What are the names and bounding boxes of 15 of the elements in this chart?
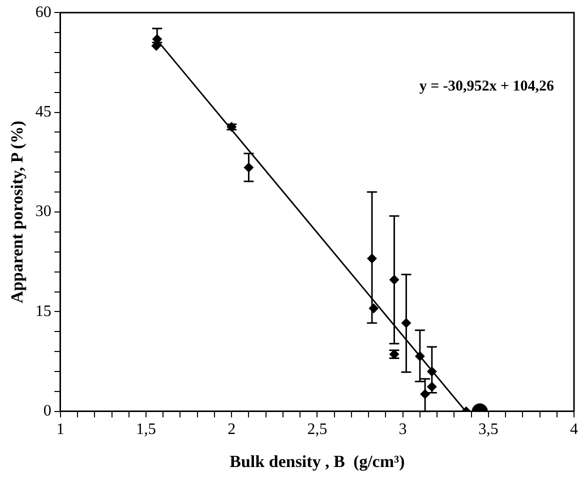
- x-tick-label: 1: [56, 421, 64, 438]
- y-axis-title: Apparent porosity, P (%): [8, 120, 27, 304]
- x-tick-label: 2: [228, 421, 236, 438]
- x-axis-title: Bulk density , B (g/cm³): [230, 452, 405, 472]
- x-tick-label: 3: [398, 421, 407, 438]
- y-tick-label: 45: [35, 104, 52, 121]
- annotation: y = -30,952x + 104,26: [419, 78, 554, 94]
- x-tick-label: 3,5: [478, 421, 498, 438]
- x-tick-label: 2,5: [307, 421, 328, 438]
- y-tick-label: 60: [35, 4, 52, 21]
- x-tick-label: 4: [570, 421, 578, 438]
- y-tick-label: 30: [35, 203, 52, 220]
- x-tick-label: 1,5: [136, 421, 156, 438]
- y-tick-label: 0: [43, 402, 52, 420]
- y-tick-label: 15: [35, 302, 52, 320]
